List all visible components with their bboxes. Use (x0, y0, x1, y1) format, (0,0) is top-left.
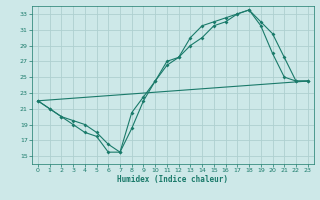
X-axis label: Humidex (Indice chaleur): Humidex (Indice chaleur) (117, 175, 228, 184)
